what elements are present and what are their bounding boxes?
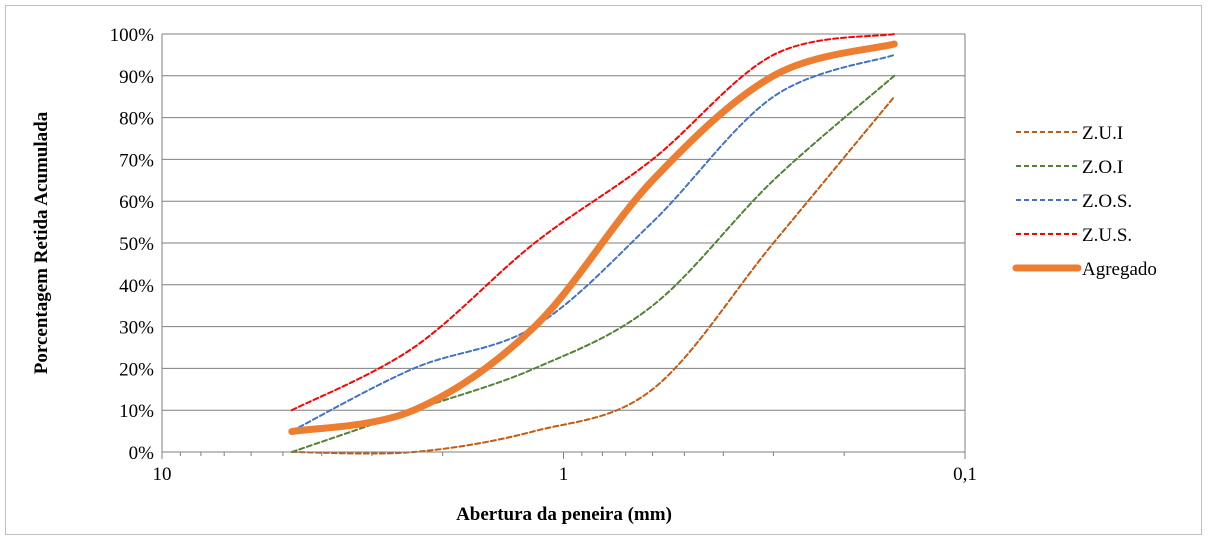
y-tick-label: 0% — [129, 443, 155, 464]
y-tick-label: 80% — [119, 109, 154, 130]
y-tick-label: 20% — [119, 359, 154, 380]
series-line-z-o-i — [290, 74, 896, 453]
series-line-agregado — [288, 40, 898, 436]
series-line-z-u-s — [290, 33, 896, 412]
axes — [161, 34, 966, 459]
y-tick-label: 40% — [119, 276, 154, 297]
y-tick-label: 50% — [119, 234, 154, 255]
y-tick-label: 100% — [110, 25, 155, 46]
series-line-z-o-s — [290, 53, 896, 433]
legend-label-agregado: Agregado — [1082, 259, 1157, 280]
series-lines — [288, 33, 898, 455]
legend: Z.U.I Z.O.I Z.O.S. Z.U.S. Agregado — [1012, 123, 1157, 280]
y-tick-label: 10% — [119, 401, 154, 422]
x-tick-label: 1 — [559, 464, 569, 485]
y-tick-label: 30% — [119, 318, 154, 339]
y-tick-label: 60% — [119, 192, 154, 213]
y-tick-label: 70% — [119, 150, 154, 171]
tick-labels: 0% 10% 20% 30% 40% 50% 60% 70% 80% 90% 100% 10 1 0,1 — [110, 25, 977, 485]
x-tick-label: 0,1 — [953, 464, 977, 485]
legend-label-z-u-i: Z.U.I — [1082, 123, 1123, 144]
series-line-z-u-i — [290, 95, 896, 455]
legend-label-z-o-i: Z.O.I — [1082, 157, 1123, 178]
x-tick-label: 10 — [153, 464, 172, 485]
legend-label-z-o-s: Z.O.S. — [1082, 191, 1132, 212]
legend-label-z-u-s: Z.U.S. — [1082, 225, 1132, 246]
y-axis-title: Porcentagem Retida Acumulada — [31, 111, 52, 374]
gridlines — [162, 33, 965, 411]
x-axis-title: Abertura da peneira (mm) — [456, 504, 672, 525]
y-tick-label: 90% — [119, 67, 154, 88]
